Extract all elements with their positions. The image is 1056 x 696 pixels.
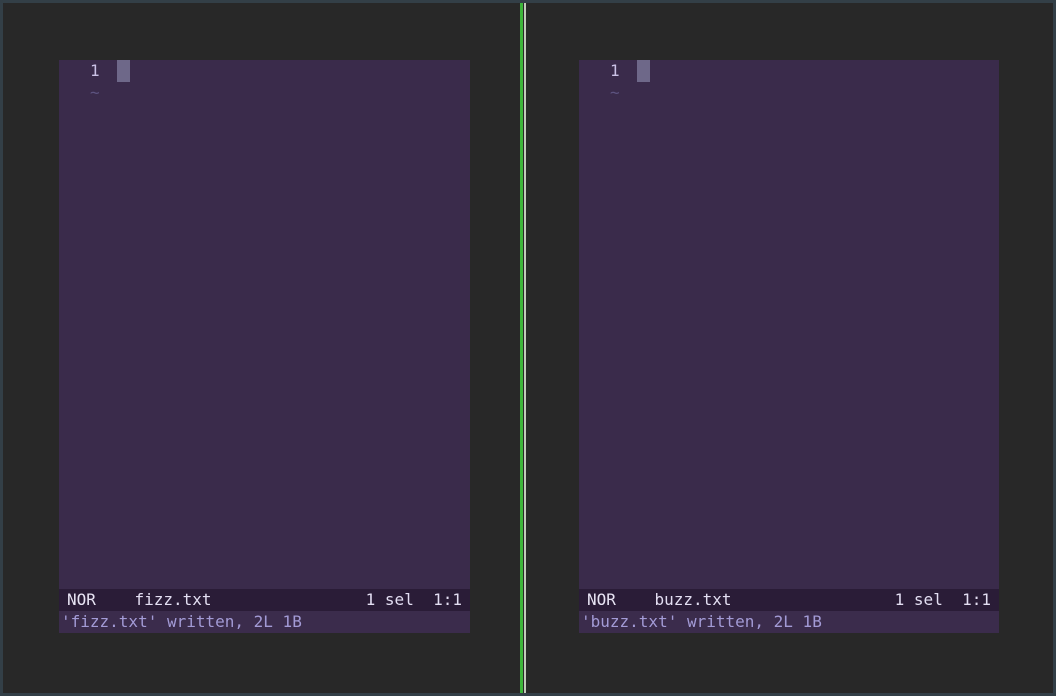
filename-label: fizz.txt <box>134 590 212 609</box>
line-number: 1 <box>610 61 620 80</box>
buffer-area[interactable]: 1 ~ <box>579 60 999 589</box>
statusline: NOR buzz.txt 1 sel 1:1 <box>579 589 999 611</box>
pane-divider-active-line <box>520 3 523 693</box>
cursor-position: 1:1 <box>433 590 462 609</box>
cursor-position: 1:1 <box>962 590 991 609</box>
statusline-right: 1 sel 1:1 <box>895 589 991 611</box>
mode-indicator: NOR <box>587 590 616 609</box>
pane-divider[interactable] <box>520 3 529 693</box>
end-of-buffer-line: ~ <box>59 82 470 104</box>
helix-pane-fizz[interactable]: 1 ~ NOR fizz.txt 1 sel 1:1 'fizz.txt' writ… <box>59 60 470 633</box>
statusline-left: NOR buzz.txt <box>587 589 732 611</box>
cursor-block <box>637 60 650 82</box>
eob-tilde: ~ <box>90 83 100 102</box>
statusline-right: 1 sel 1:1 <box>366 589 462 611</box>
statusline: NOR fizz.txt 1 sel 1:1 <box>59 589 470 611</box>
statusline-left: NOR fizz.txt <box>67 589 212 611</box>
filename-label: buzz.txt <box>654 590 732 609</box>
buffer-line: 1 <box>579 60 999 82</box>
mode-indicator: NOR <box>67 590 96 609</box>
cursor-block <box>117 60 130 82</box>
selection-count: 1 sel <box>894 590 943 609</box>
helix-pane-buzz[interactable]: 1 ~ NOR buzz.txt 1 sel 1:1 'buzz.txt' writ… <box>579 60 999 633</box>
status-message: 'buzz.txt' written, 2L 1B <box>579 611 999 633</box>
status-message: 'fizz.txt' written, 2L 1B <box>59 611 470 633</box>
eob-tilde: ~ <box>610 83 620 102</box>
line-number: 1 <box>90 61 100 80</box>
end-of-buffer-line: ~ <box>579 82 999 104</box>
pane-divider-inactive-line <box>524 3 526 693</box>
buffer-area[interactable]: 1 ~ <box>59 60 470 589</box>
buffer-line: 1 <box>59 60 470 82</box>
selection-count: 1 sel <box>365 590 414 609</box>
